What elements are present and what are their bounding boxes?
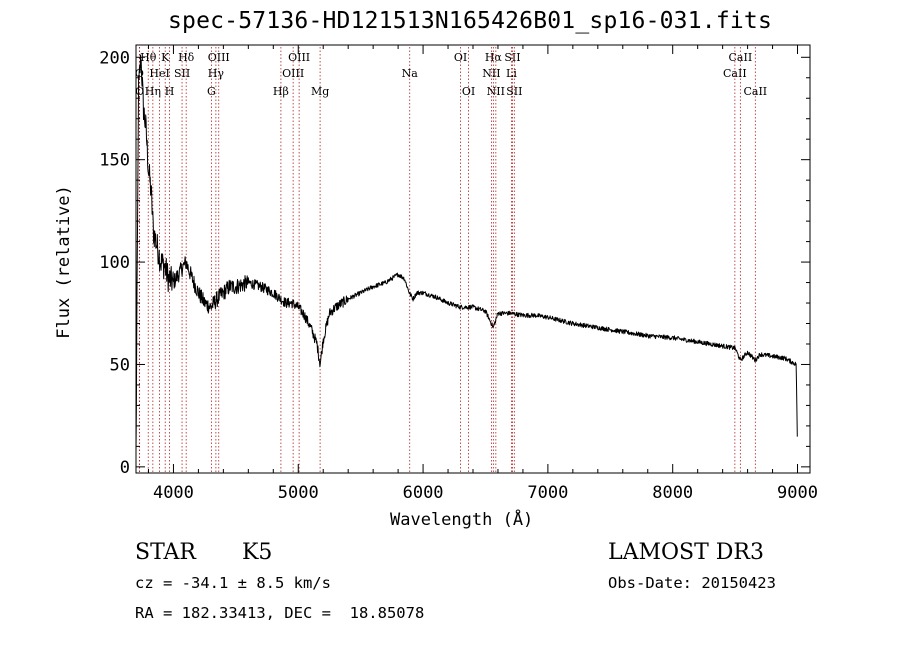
line-marker-label: K <box>161 51 170 64</box>
x-tick-label: 7000 <box>527 483 568 503</box>
line-marker-label: Hη <box>145 85 161 98</box>
x-tick-label: 9000 <box>777 483 818 503</box>
line-marker-label: SII <box>174 67 190 80</box>
line-marker-label: CaII <box>723 67 747 80</box>
line-marker-label: CaII <box>729 51 753 64</box>
object-subclass: K5 <box>242 540 273 565</box>
line-marker-label: Hβ <box>273 85 289 98</box>
line-marker-label: OIII <box>282 67 304 80</box>
line-marker-label: SII <box>506 85 522 98</box>
x-tick-label: 8000 <box>652 483 693 503</box>
y-tick-label: 0 <box>120 458 130 478</box>
line-marker-label: HeI <box>149 67 169 80</box>
y-axis-label: Flux (relative) <box>54 185 74 339</box>
x-tick-label: 5000 <box>278 483 319 503</box>
x-tick-label: 4000 <box>153 483 194 503</box>
y-tick-label: 100 <box>99 253 130 273</box>
x-tick-label: 6000 <box>403 483 444 503</box>
line-marker-label: O <box>135 85 144 98</box>
ra-dec: RA = 182.33413, DEC = 18.85078 <box>135 604 425 622</box>
line-marker-label: OIII <box>288 51 310 64</box>
line-marker-label: Hδ <box>178 51 195 64</box>
obs-date: Obs-Date: 20150423 <box>608 574 776 592</box>
line-marker-label: OIII <box>208 51 230 64</box>
line-marker-label: Hα <box>485 51 503 64</box>
line-marker-label: NII <box>482 67 500 80</box>
line-marker-label: NII <box>487 85 505 98</box>
line-marker-label: G <box>207 85 216 98</box>
chart-title: spec-57136-HD121513N165426B01_sp16-031.f… <box>167 8 773 34</box>
line-marker-label: Mg <box>311 85 329 98</box>
plot-frame <box>135 44 811 474</box>
x-axis-label: Wavelength (Å) <box>390 510 534 530</box>
y-tick-label: 50 <box>110 355 130 375</box>
line-marker-label: Hγ <box>208 67 225 80</box>
survey-name: LAMOST DR3 <box>608 540 764 565</box>
line-marker-label: CaII <box>743 85 767 98</box>
line-marker-label: SII <box>504 51 520 64</box>
axis-ticks: 4000 5000 6000 7000 8000 9000 0 50 100 150 200 <box>99 45 818 503</box>
y-tick-label: 200 <box>99 48 130 68</box>
line-marker-label: OI <box>454 51 467 64</box>
line-marker-label: Na <box>402 67 419 80</box>
y-tick-label: 150 <box>99 151 130 171</box>
line-marker-label: H <box>165 85 175 98</box>
line-marker-label: Li <box>506 67 517 80</box>
spectrum-line <box>135 54 798 453</box>
object-class: STAR <box>135 540 196 565</box>
redshift-cz: cz = -34.1 ± 8.5 km/s <box>135 574 331 592</box>
line-marker-label: OI <box>462 85 475 98</box>
